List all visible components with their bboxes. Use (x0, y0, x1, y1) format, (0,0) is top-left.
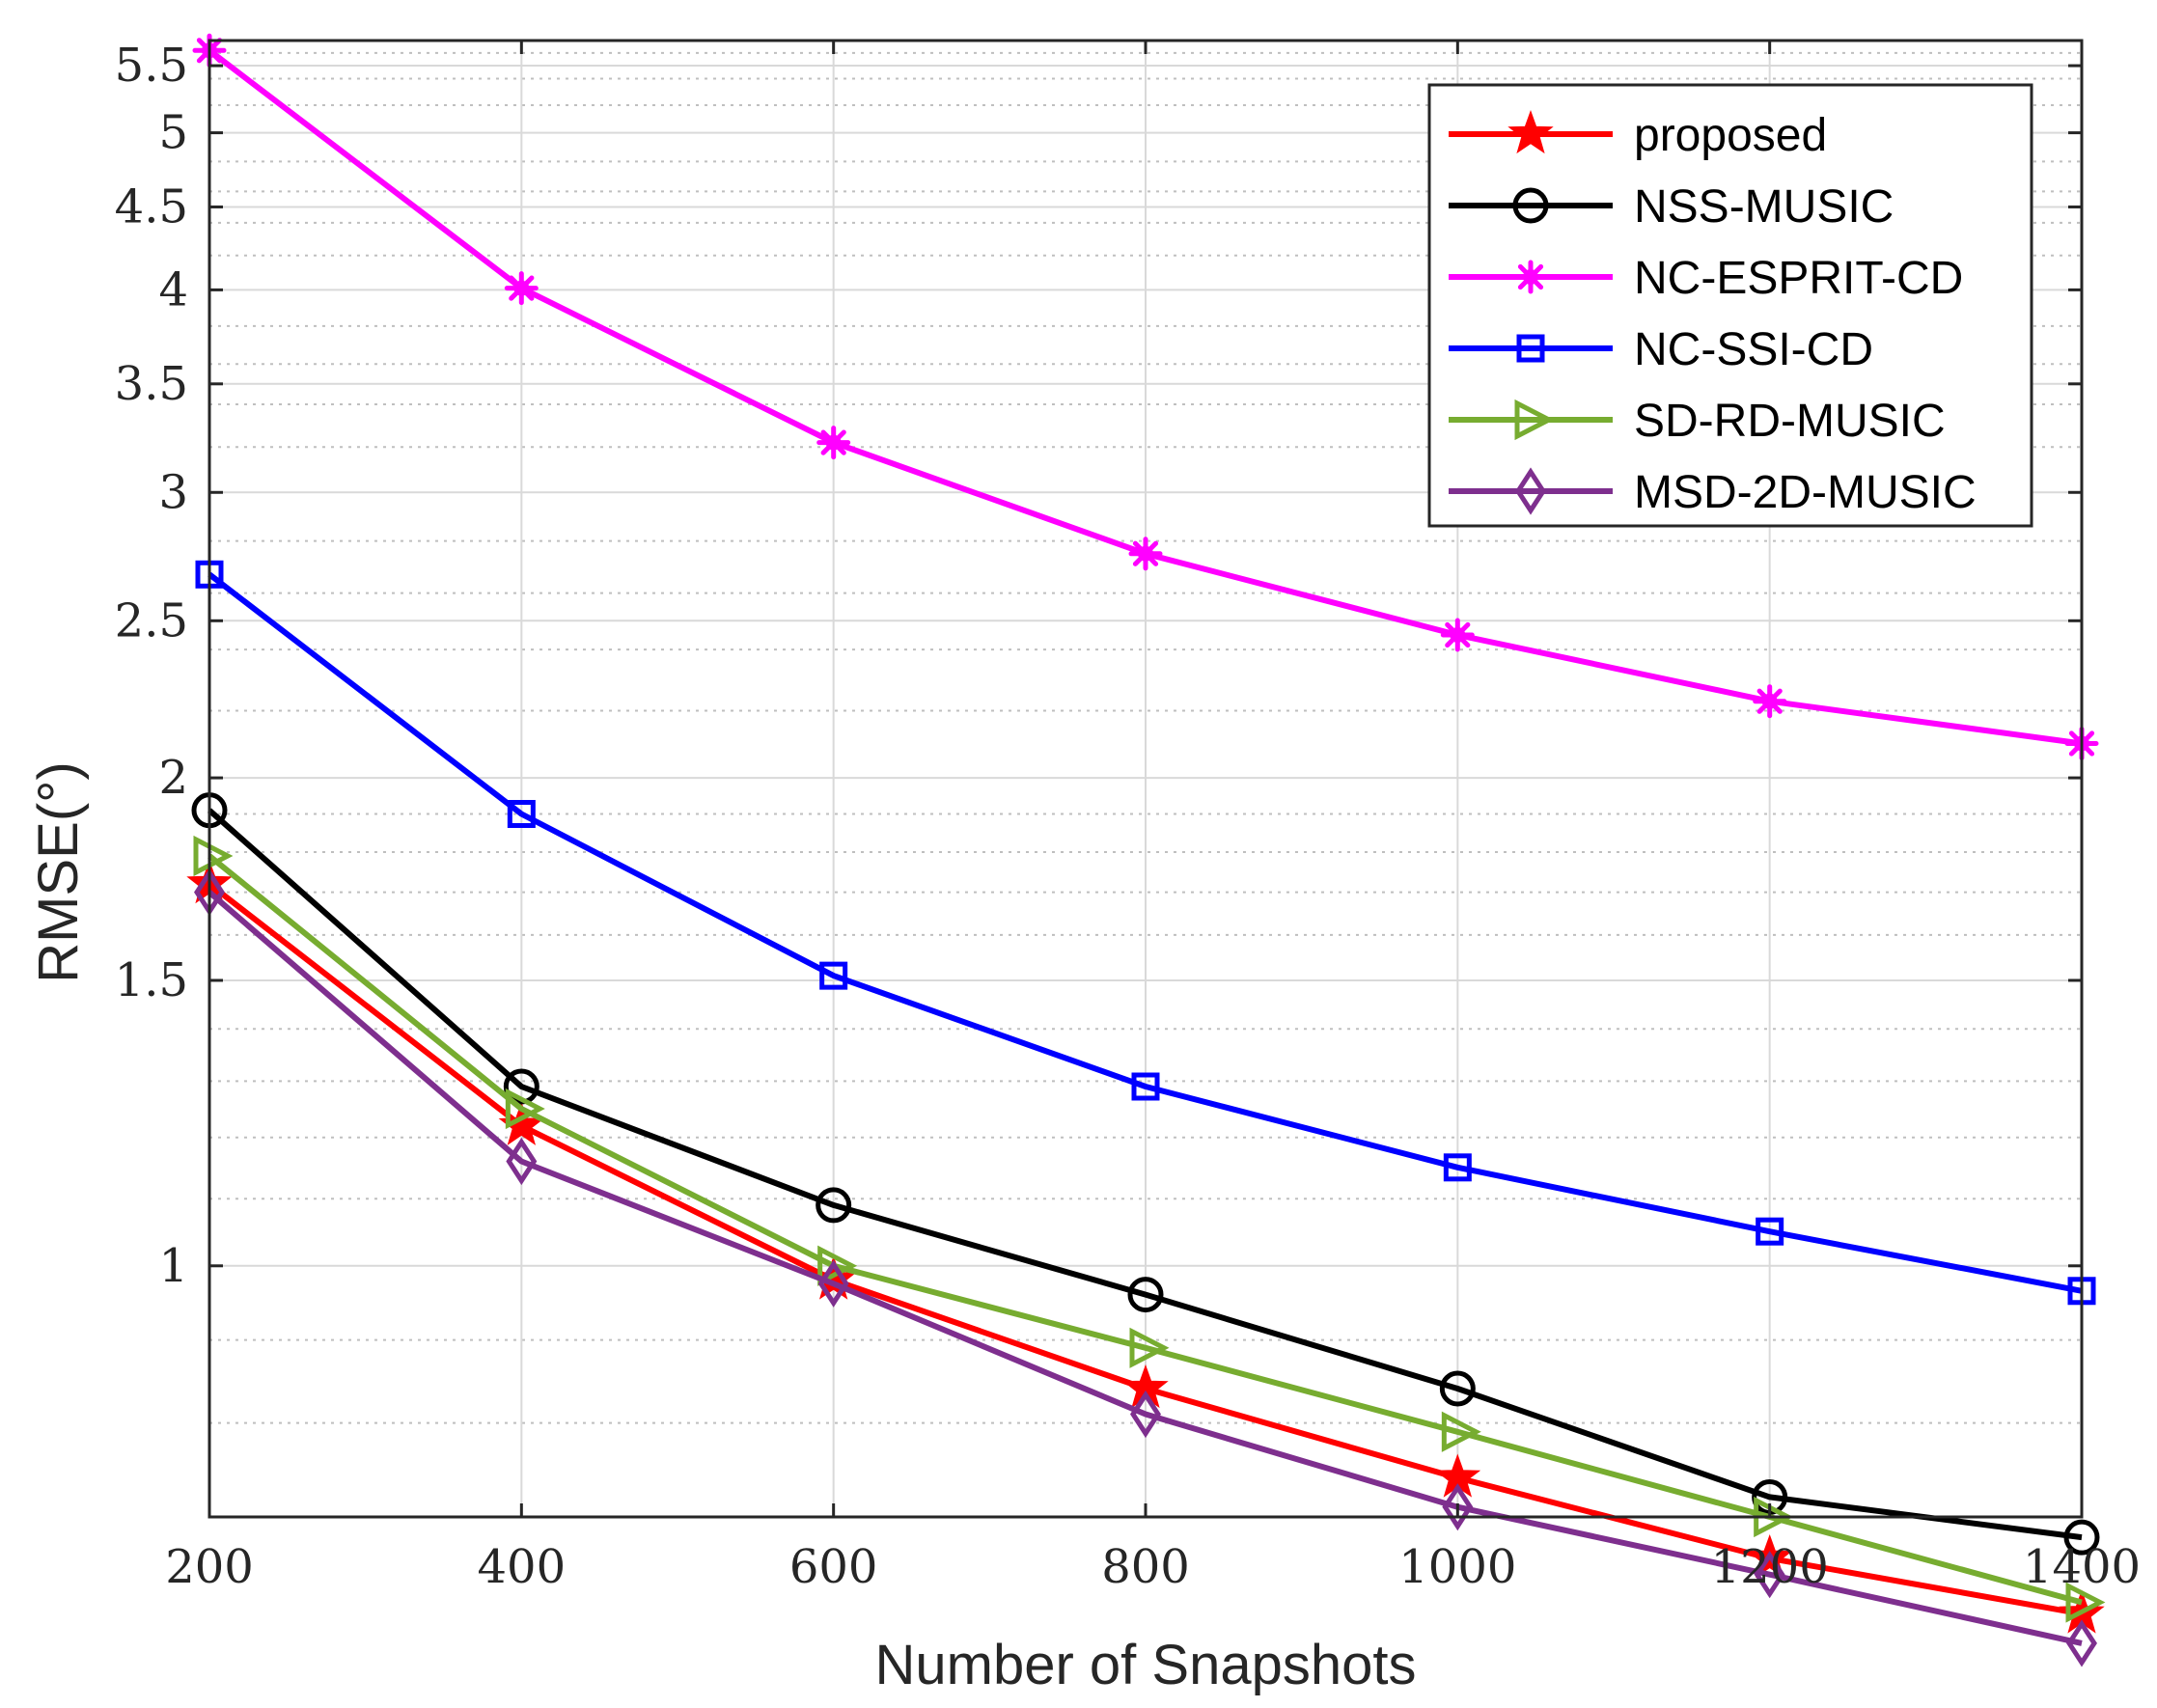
data-point (817, 1259, 849, 1308)
x-tick-label: 800 (1101, 1540, 1190, 1594)
data-point (1129, 1327, 1170, 1368)
x-tick-label: 1200 (1711, 1540, 1829, 1594)
legend-marker (1512, 187, 1549, 224)
data-point (507, 800, 536, 829)
legend-box (1427, 83, 2033, 528)
y-tick-label: 3 (158, 465, 188, 519)
data-point (819, 961, 848, 990)
plot-area: 1 1.5 2 2.5 3 3.5 4 4.5 5 5.5 200 400 600 800 1000 1200… (115, 33, 2141, 1667)
x-tick-label: 200 (165, 1540, 254, 1594)
y-tick-label: 1.5 (115, 953, 188, 1007)
legend-label: proposed (1634, 110, 1827, 161)
x-tick-label: 400 (478, 1540, 567, 1594)
data-point (1754, 1551, 1785, 1599)
y-tick-label: 1 (158, 1239, 188, 1293)
data-point-core (825, 434, 842, 451)
data-point (1131, 1072, 1160, 1101)
legend-item-nc-ssi-cd: NC-SSI-CD (1449, 324, 1873, 375)
y-tick-label: 3.5 (115, 357, 188, 411)
legend-marker (1507, 110, 1554, 154)
data-point (193, 835, 234, 877)
y-tick-label: 2.5 (115, 593, 188, 647)
data-point-core (1138, 545, 1153, 562)
data-point (1442, 1483, 1474, 1531)
y-tick-label: 4.5 (115, 179, 188, 234)
legend-label: MSD-2D-MUSIC (1634, 467, 1977, 518)
legend-label: NC-SSI-CD (1634, 324, 1873, 375)
legend-item-proposed: proposed (1449, 110, 1827, 161)
data-point (1441, 1411, 1481, 1452)
legend-label: SD-RD-MUSIC (1634, 396, 1946, 447)
x-tick-label: 1000 (1398, 1540, 1516, 1594)
series-nc-ssi-cd (195, 560, 2096, 1306)
data-point (817, 1245, 858, 1286)
legend-marker (1515, 467, 1546, 515)
y-axis-label: RMSE(°) (27, 761, 90, 982)
series-msd-2d-music (194, 868, 2097, 1667)
data-point (2065, 1582, 2106, 1623)
data-point-core (1450, 627, 1466, 644)
data-point (505, 1088, 545, 1130)
legend-label: NSS-MUSIC (1634, 181, 1894, 233)
x-axis-label: Number of Snapshots (875, 1634, 1417, 1696)
legend-label: NC-ESPRIT-CD (1634, 253, 1963, 304)
y-tick-label: 4 (158, 262, 188, 317)
series-line (207, 808, 2083, 1541)
legend-marker (1516, 334, 1545, 363)
data-point (506, 1137, 538, 1186)
legend-item-nss-music: NSS-MUSIC (1449, 181, 1894, 233)
x-tick-label: 600 (789, 1540, 878, 1594)
data-point (1127, 1277, 1164, 1313)
data-point (1439, 1370, 1476, 1407)
data-point (1756, 1217, 1784, 1246)
y-tick-label: 2 (158, 751, 188, 805)
data-point (1443, 1153, 1472, 1182)
legend-item-sd-rd-music: SD-RD-MUSIC (1449, 396, 1946, 447)
y-tick-label: 5.5 (115, 39, 188, 93)
y-tick-label: 5 (158, 106, 188, 160)
legend-item-nc-esprit-cd: NC-ESPRIT-CD (1449, 253, 1963, 304)
data-point (1130, 1390, 1161, 1439)
legend-marker (1514, 399, 1555, 441)
legend-item-msd-2d-music: MSD-2D-MUSIC (1449, 467, 1977, 518)
data-point-core (1761, 693, 1778, 709)
series-line (207, 890, 2083, 1646)
data-point (816, 1187, 852, 1224)
series-line (207, 571, 2083, 1294)
legend-marker-core (1523, 269, 1538, 285)
data-point-core (513, 280, 530, 296)
data-point (2063, 1519, 2100, 1556)
legend: proposed NSS-MUSIC NC-ESPRIT-CD NC-SSI-CD SD… (1427, 83, 2033, 528)
x-tick-label: 1400 (2023, 1540, 2141, 1594)
data-point (2066, 1619, 2097, 1667)
